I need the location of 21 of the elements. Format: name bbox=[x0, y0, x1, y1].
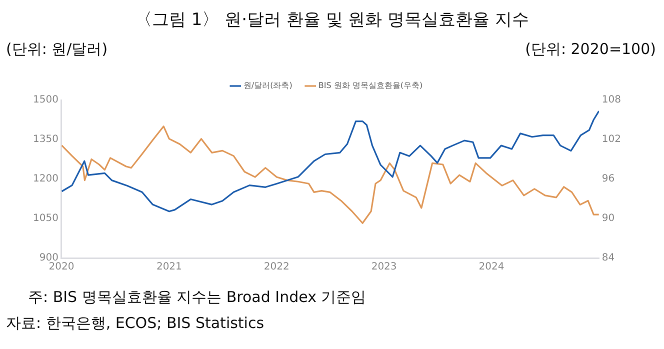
y2-tick-label: 90 bbox=[602, 213, 615, 224]
chart-title: 〈그림 1〉 원·달러 환율 및 원화 명목실효환율 지수 bbox=[134, 9, 530, 31]
y2-tick-label: 102 bbox=[602, 134, 622, 146]
y-axis-title: (단위: 원/달러) bbox=[6, 40, 108, 59]
x-tick-label: 2023 bbox=[371, 262, 397, 273]
x-tick-label: 2024 bbox=[478, 262, 504, 273]
x-tick-label: 2021 bbox=[156, 262, 182, 273]
y-tick-label: 1200 bbox=[32, 174, 58, 185]
legend-label: 원/달러(좌축) bbox=[243, 81, 292, 90]
y2-tick-label: 84 bbox=[602, 252, 615, 264]
y-tick-label: 1050 bbox=[32, 213, 58, 224]
y2-tick-label: 108 bbox=[602, 94, 622, 106]
x-tick-label: 2020 bbox=[48, 262, 74, 273]
y-tick-label: 1350 bbox=[32, 134, 58, 146]
text: 주: BIS 명목실효환율 지수는 Broad Index 기준임 bbox=[27, 287, 366, 308]
y2-axis-title: (단위: 2020=100) bbox=[525, 40, 656, 59]
y2-tick-label: 96 bbox=[602, 174, 615, 185]
x-tick-label: 2022 bbox=[264, 262, 290, 273]
legend-label: BIS 원화 명목실효환율(우축) bbox=[318, 81, 423, 90]
text: 자료: 한국은행, ECOS; BIS Statistics bbox=[6, 313, 266, 334]
y-tick-label: 1500 bbox=[32, 94, 58, 106]
